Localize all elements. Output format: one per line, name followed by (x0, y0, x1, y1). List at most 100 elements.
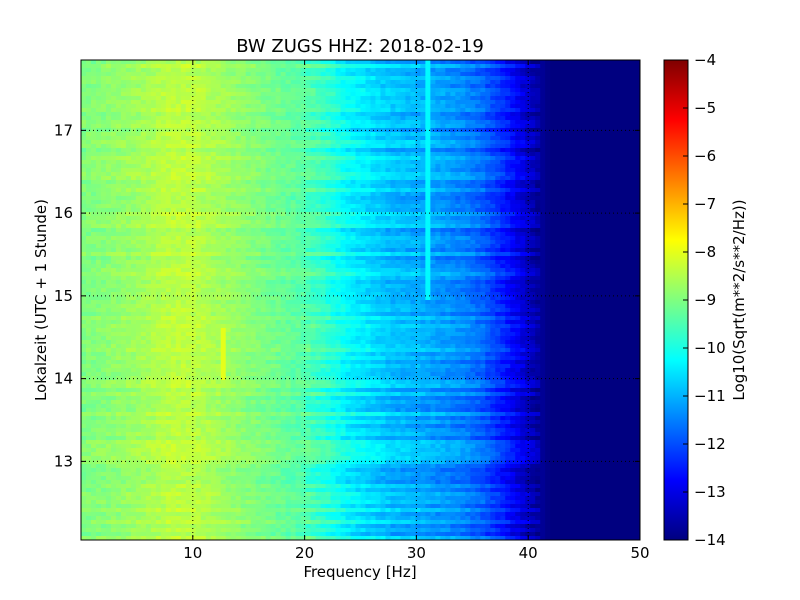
heatmap-cell (510, 136, 516, 141)
heatmap-cell (365, 68, 372, 73)
heatmap-cell (135, 108, 142, 113)
heatmap-cell (340, 80, 347, 85)
heatmap-cell (540, 64, 546, 69)
heatmap-cell (205, 84, 212, 89)
heatmap-cell (300, 128, 307, 133)
heatmap-cell (435, 212, 441, 217)
heatmap-cell (145, 136, 152, 141)
heatmap-cell (240, 148, 247, 153)
heatmap-cell (505, 232, 511, 237)
heatmap-cell (390, 84, 397, 89)
heatmap-cell (285, 164, 292, 169)
heatmap-cell (125, 88, 132, 93)
heatmap-cell (355, 172, 362, 177)
heatmap-cell (310, 176, 317, 181)
heatmap-cell (415, 100, 421, 105)
heatmap-cell (535, 88, 541, 93)
heatmap-cell (440, 76, 446, 81)
heatmap-cell (345, 184, 352, 189)
heatmap-cell (510, 152, 516, 157)
heatmap-cell (260, 220, 267, 225)
heatmap-cell (565, 176, 571, 181)
heatmap-cell (470, 184, 476, 189)
heatmap-cell (85, 228, 92, 233)
heatmap-cell (250, 116, 257, 121)
heatmap-cell (545, 144, 551, 149)
heatmap-cell (240, 216, 247, 221)
heatmap-cell (520, 160, 526, 165)
heatmap-cell (150, 72, 157, 77)
heatmap-cell (435, 124, 441, 129)
heatmap-cell (380, 160, 387, 165)
heatmap-cell (485, 164, 491, 169)
heatmap-cell (145, 164, 152, 169)
heatmap-cell (415, 92, 421, 97)
heatmap-cell (430, 100, 436, 105)
heatmap-cell (315, 72, 322, 77)
heatmap-cell (425, 156, 431, 161)
heatmap-cell (130, 96, 137, 101)
heatmap-cell (505, 88, 511, 93)
heatmap-cell (145, 96, 152, 101)
heatmap-cell (525, 156, 531, 161)
heatmap-cell (230, 60, 237, 65)
heatmap-cell (600, 108, 606, 113)
heatmap-cell (275, 236, 282, 241)
heatmap-cell (215, 192, 222, 197)
heatmap-cell (190, 228, 197, 233)
heatmap-cell (385, 132, 392, 137)
heatmap-cell (205, 88, 212, 93)
heatmap-cell (615, 164, 621, 169)
heatmap-cell (495, 120, 501, 125)
heatmap-cell (170, 164, 177, 169)
heatmap-cell (85, 160, 92, 165)
heatmap-cell (115, 232, 122, 237)
heatmap-cell (565, 116, 571, 121)
heatmap-cell (335, 76, 342, 81)
heatmap-cell (285, 80, 292, 85)
heatmap-cell (600, 224, 606, 229)
heatmap-cell (305, 112, 312, 117)
heatmap-cell (475, 204, 481, 209)
heatmap-cell (600, 188, 606, 193)
heatmap-cell (490, 144, 496, 149)
heatmap-cell (405, 200, 412, 205)
heatmap-cell (535, 100, 541, 105)
heatmap-cell (270, 132, 277, 137)
heatmap-cell (560, 124, 566, 129)
heatmap-cell (235, 140, 242, 145)
heatmap-cell (635, 192, 640, 197)
heatmap-cell (605, 192, 611, 197)
heatmap-cell (205, 136, 212, 141)
heatmap-cell (465, 60, 471, 65)
heatmap-cell (320, 60, 327, 65)
heatmap-cell (285, 172, 292, 177)
heatmap-cell (295, 144, 302, 149)
heatmap-cell (545, 104, 551, 109)
heatmap-cell (230, 108, 237, 113)
heatmap-cell (465, 124, 471, 129)
heatmap-cell (250, 184, 257, 189)
heatmap-cell (330, 228, 337, 233)
heatmap-cell (530, 200, 536, 205)
heatmap-cell (500, 96, 506, 101)
heatmap-cell (200, 176, 207, 181)
heatmap-cell (500, 104, 506, 109)
heatmap-cell (105, 136, 112, 141)
heatmap-cell (305, 68, 312, 73)
heatmap-cell (335, 224, 342, 229)
heatmap-cell (270, 96, 277, 101)
heatmap-cell (395, 204, 402, 209)
heatmap-cell (490, 156, 496, 161)
heatmap-cell (180, 76, 187, 81)
heatmap-cell (615, 136, 621, 141)
heatmap-cell (520, 224, 526, 229)
heatmap-cell (185, 96, 192, 101)
heatmap-cell (385, 220, 392, 225)
heatmap-cell (81, 68, 87, 73)
heatmap-cell (310, 152, 317, 157)
heatmap-cell (395, 196, 402, 201)
heatmap-cell (130, 120, 137, 125)
heatmap-cell (435, 112, 441, 117)
heatmap-cell (405, 76, 412, 81)
